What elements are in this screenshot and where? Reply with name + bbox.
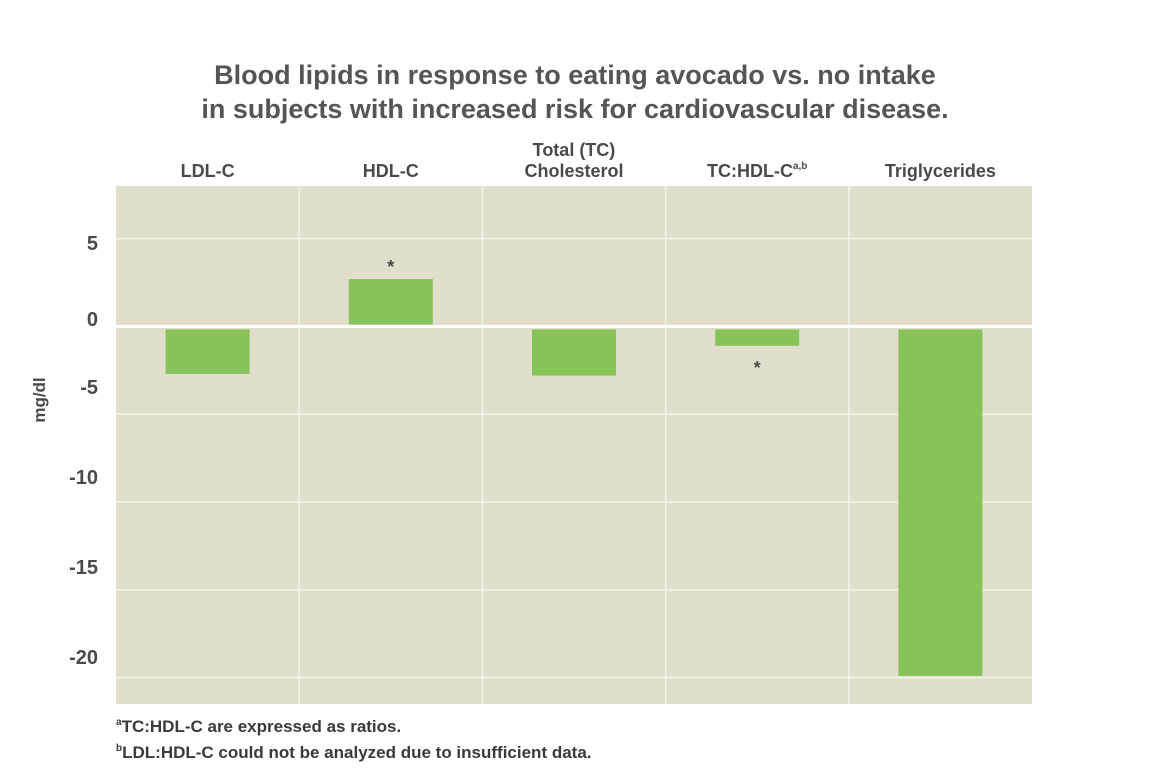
bar-triglycerides	[898, 329, 983, 676]
category-label: LDL-C	[116, 136, 299, 182]
category-label: Triglycerides	[849, 136, 1032, 182]
y-tick-label: -10	[69, 467, 98, 490]
category-label: HDL-C	[299, 136, 482, 182]
category-label-text: LDL-C	[180, 161, 235, 181]
bar-ldl-c	[165, 329, 250, 374]
category-label-text: HDL-C	[362, 161, 419, 181]
footnote-b-marker: b	[116, 743, 123, 754]
footnote-b-text: LDL:HDL-C could not be analyzed due to i…	[122, 743, 592, 762]
category-label: TC:HDL-Ca,b	[666, 136, 849, 182]
category-label-text: Triglycerides	[884, 161, 996, 181]
category-label: Total (TC) Cholesterol	[482, 136, 665, 182]
footnote-a-text: TC:HDL-C are expressed as ratios.	[121, 717, 402, 736]
bar-total-tc-cholesterol	[532, 329, 616, 376]
chart-title: Blood lipids in response to eating avoca…	[0, 58, 1150, 126]
y-tick-label: -20	[69, 646, 98, 669]
footnote-a: aTC:HDL-C are expressed as ratios.	[116, 712, 401, 738]
plot-background	[116, 186, 1032, 704]
significance-asterisk: *	[387, 257, 395, 278]
chart-title-line-2: in subjects with increased risk for card…	[201, 94, 949, 124]
y-tick-label: 5	[86, 232, 98, 255]
y-tick-label: 0	[86, 309, 98, 332]
significance-asterisk: *	[753, 357, 761, 378]
chart-title-line-1: Blood lipids in response to eating avoca…	[214, 60, 936, 90]
category-label-text: Total (TC) Cholesterol	[524, 140, 624, 181]
y-tick-label: -5	[80, 377, 98, 400]
y-tick-label: -15	[69, 556, 98, 579]
y-axis-label: mg/dl	[30, 377, 49, 423]
footnote-a-marker: a	[116, 717, 122, 728]
footnote-b: bLDL:HDL-C could not be analyzed due to …	[116, 738, 592, 764]
category-label-superscript: a,b	[792, 161, 808, 172]
bar-hdl-c	[348, 279, 433, 325]
bar-tc-hdl-c	[715, 329, 800, 346]
category-label-text: TC:HDL-Ca,b	[706, 161, 808, 181]
